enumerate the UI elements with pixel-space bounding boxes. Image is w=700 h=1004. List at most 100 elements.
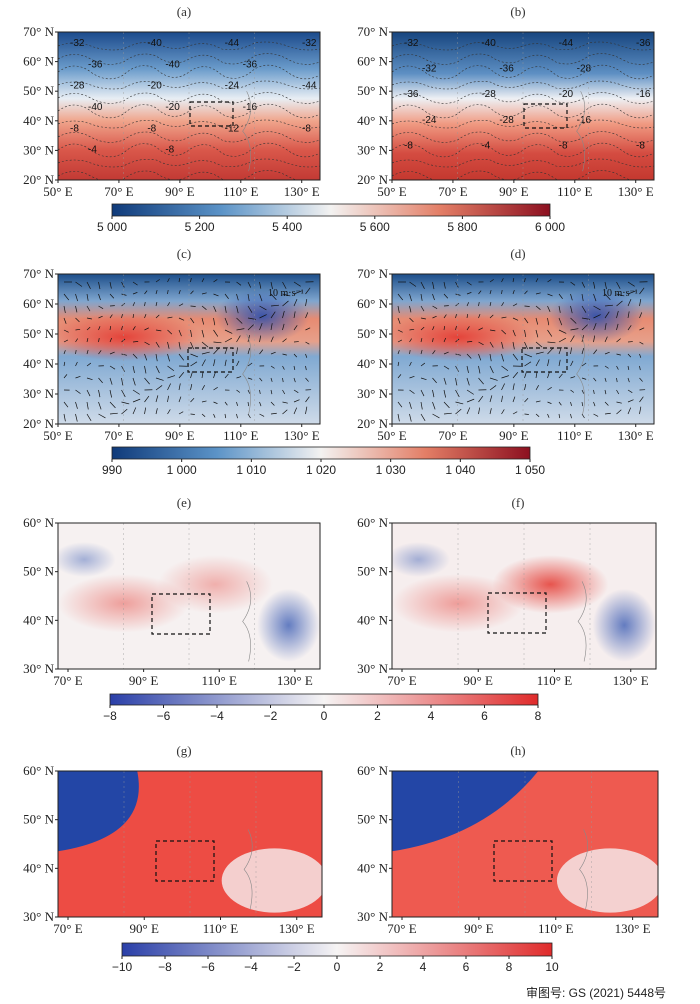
contour-label: -16	[636, 89, 651, 100]
colorbar-tick-label: 5 800	[447, 220, 477, 234]
contour-label: -24	[654, 64, 669, 75]
x-tick-label: 90° E	[464, 921, 493, 936]
wind-vector	[109, 314, 113, 319]
x-tick-label: 50° E	[377, 184, 406, 199]
wind-vector	[455, 353, 462, 356]
panel-f: 70° E 90° E 110° E 130° E 60° N 50° N 40° N 30°…	[357, 495, 657, 688]
y-tick-label: 20° N	[23, 172, 54, 187]
wind-vector	[616, 338, 621, 343]
contour-label: -28	[481, 89, 496, 100]
colorbar-ramp	[111, 203, 551, 217]
wind-vector	[627, 365, 630, 370]
wind-vector	[190, 329, 193, 338]
vector-key-label: 10 m·s⁻¹	[602, 288, 638, 299]
y-tick-label: 40° N	[23, 612, 54, 627]
wind-vector	[443, 351, 449, 355]
contour-label: -16	[243, 102, 258, 113]
wind-vector	[570, 293, 573, 301]
wind-vector	[547, 293, 553, 297]
wind-vector	[455, 401, 464, 405]
wind-vector	[167, 341, 170, 349]
x-tick-label: 110° E	[223, 428, 258, 443]
wind-vector	[63, 317, 67, 324]
wind-vector	[109, 412, 118, 415]
colorbar-ramp	[121, 942, 553, 957]
wind-vector	[535, 341, 543, 348]
wind-vector	[570, 305, 573, 314]
y-tick-label: 40° N	[23, 860, 54, 875]
wind-vector	[604, 304, 613, 307]
wind-vector	[616, 409, 622, 415]
wind-vector	[581, 305, 587, 313]
wind-vector	[190, 361, 198, 367]
y-tick-label: 60° N	[23, 296, 54, 311]
y-tick-label: 60° N	[23, 54, 54, 69]
wind-vector	[155, 314, 160, 319]
wind-vector	[305, 299, 308, 307]
wind-vector	[270, 377, 273, 382]
wind-vector	[501, 341, 504, 349]
wind-vector	[132, 341, 139, 343]
wind-vector	[282, 281, 287, 289]
wind-vector	[627, 325, 632, 331]
wind-vector	[167, 329, 173, 335]
wind-vector	[190, 341, 194, 350]
wind-vector	[109, 337, 113, 343]
wind-vector	[616, 389, 620, 395]
wind-vector	[432, 326, 435, 331]
wind-vector	[478, 377, 484, 385]
wind-vector	[236, 305, 239, 314]
wind-vector	[224, 373, 229, 379]
wind-vector	[627, 407, 632, 415]
wind-vector	[86, 305, 91, 312]
wind-vector	[501, 409, 505, 415]
wind-vector	[535, 359, 540, 367]
contour-label: -44	[559, 38, 574, 49]
colorbar-tick-label: 4	[420, 960, 427, 974]
wind-vector	[432, 377, 437, 384]
wind-vector	[524, 353, 533, 358]
contour-label: -40	[165, 59, 180, 70]
wind-vector	[121, 353, 128, 356]
wind-vector	[201, 351, 210, 355]
wind-vector	[593, 323, 597, 331]
wind-vector	[75, 317, 80, 323]
wind-vector	[604, 336, 608, 343]
panel-d-field: 10 m·s⁻¹	[392, 274, 654, 424]
wind-vector	[420, 349, 423, 355]
y-tick-label: 20° N	[357, 172, 388, 187]
wind-vector	[121, 408, 128, 415]
wind-vector	[178, 303, 184, 307]
wind-vector	[535, 317, 539, 325]
wind-vector	[501, 278, 504, 283]
wind-vector	[489, 365, 494, 374]
wind-vector	[98, 281, 101, 290]
wind-vector	[155, 329, 162, 332]
wind-vector	[409, 413, 412, 422]
contour-label: -28	[70, 81, 85, 92]
wind-vector	[282, 323, 285, 331]
x-tick-label: 130° E	[279, 921, 315, 936]
wind-vector	[466, 407, 471, 415]
wind-vector	[201, 413, 206, 417]
wind-vector	[224, 401, 228, 406]
colorbar-tick-label: 0	[334, 960, 341, 974]
contour-label: -32	[422, 64, 437, 75]
x-tick-label: 70° E	[104, 184, 133, 199]
colorbar-tick-label: 2	[374, 709, 381, 723]
colorbar-tick-label: 990	[102, 463, 122, 477]
contour-label: -20	[165, 102, 180, 113]
wind-vector	[535, 351, 544, 355]
wind-vector	[144, 365, 147, 374]
wind-vector	[236, 293, 239, 301]
wind-vector	[98, 315, 103, 319]
wind-vector	[305, 341, 310, 345]
wind-vector	[443, 314, 447, 319]
wind-vector	[489, 290, 492, 295]
wind-vector	[432, 413, 440, 419]
wind-vector	[558, 305, 561, 313]
y-tick-label: 30° N	[23, 142, 54, 157]
wind-vector	[524, 371, 527, 379]
wind-vector	[466, 341, 473, 343]
wind-vector	[535, 413, 540, 417]
